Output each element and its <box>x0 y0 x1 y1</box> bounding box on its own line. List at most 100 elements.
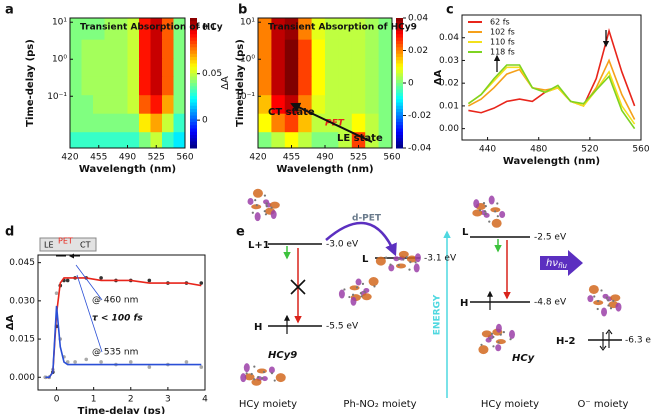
orbital-lobe <box>610 294 621 302</box>
heat-cell <box>162 39 174 59</box>
orbital-lobe <box>355 278 362 286</box>
panel-label: c <box>446 3 454 18</box>
colorbar-step <box>396 47 403 51</box>
atom <box>257 376 260 379</box>
heat-cell <box>93 131 105 149</box>
level-energy: -5.5 eV <box>326 322 359 332</box>
annotation: CT state <box>268 107 315 118</box>
x-tick-label: 455 <box>90 153 107 163</box>
orbital-lobe <box>601 307 608 317</box>
legend-label: 62 fs <box>490 18 510 27</box>
orbital-lobe <box>361 293 372 301</box>
x-tick-label: 560 <box>632 145 649 155</box>
heat-cell <box>338 131 353 149</box>
colorbar-step <box>190 144 197 149</box>
atom <box>250 372 253 376</box>
orbital-lobe <box>495 323 502 333</box>
colorbar-step <box>190 50 197 55</box>
heat-cell <box>127 57 140 77</box>
atom <box>499 333 502 336</box>
orbital-lobe <box>268 366 275 374</box>
orbital-lobe <box>495 344 502 352</box>
level-name: H-2 <box>556 336 576 347</box>
heat-cell <box>173 131 186 149</box>
heat-cell <box>93 57 105 77</box>
pet-arrow <box>325 221 397 257</box>
atom <box>270 372 274 375</box>
atom <box>373 285 376 288</box>
heat-cell <box>150 94 163 114</box>
annotation: @ 460 nm <box>92 296 138 306</box>
y-tick-label: 10¹ <box>52 18 67 28</box>
colorbar-step <box>396 135 403 139</box>
x-tick-label: 480 <box>530 145 547 155</box>
plot-frame <box>37 254 206 391</box>
series-line <box>45 305 202 379</box>
y-tick-label: 0.000 <box>9 373 35 383</box>
y-tick-label: 0.04 <box>439 33 459 43</box>
heat-cell <box>116 39 128 59</box>
orbital-lobe <box>478 345 489 355</box>
moiety: HCy moiety <box>481 399 539 410</box>
heat-cell <box>116 113 128 133</box>
heat-cell <box>365 18 379 40</box>
heat-cell <box>378 39 393 59</box>
colorbar-step <box>396 83 403 87</box>
emission-label: hνflu <box>546 258 567 270</box>
heat-cell <box>271 76 286 96</box>
heat-cell <box>325 131 339 149</box>
atom <box>360 295 363 298</box>
colorbar-tick-label: 0.05 <box>202 69 222 79</box>
heat-cell <box>173 113 186 133</box>
annotation: τ < 100 fs <box>92 314 143 324</box>
colorbar-step <box>396 34 403 38</box>
colorbar-step <box>190 128 197 133</box>
heat-cell <box>378 57 393 77</box>
heat-cell <box>150 18 163 40</box>
colorbar-step <box>190 47 197 51</box>
heat-cell <box>81 18 94 40</box>
colorbar-step <box>190 89 197 94</box>
heat-cell <box>284 131 299 149</box>
colorbar-step <box>190 57 197 61</box>
colorbar-step <box>396 50 403 55</box>
atom <box>397 257 401 260</box>
atom <box>492 335 495 339</box>
level-energy: -6.3 eV <box>625 336 651 346</box>
data-point <box>73 360 77 364</box>
orbital-lobe <box>254 212 261 222</box>
heat-cell <box>338 94 353 114</box>
colorbar-step <box>396 44 403 48</box>
heat-cell <box>284 18 299 40</box>
orbital-lobe <box>473 199 480 209</box>
annotation: @ 535 nm <box>92 348 138 358</box>
heat-cell <box>311 94 326 114</box>
colorbar-step <box>396 70 403 74</box>
data-point <box>184 360 189 364</box>
heat-cell <box>139 76 151 96</box>
heat-cell <box>378 113 393 133</box>
colorbar-step <box>396 66 403 71</box>
heat-cell <box>271 113 286 133</box>
heat-cell <box>116 131 128 149</box>
heat-cell <box>139 39 151 59</box>
heat-cell <box>70 131 82 149</box>
colorbar-step <box>396 79 403 84</box>
heat-cell <box>311 39 326 59</box>
heat-cell <box>284 113 299 133</box>
atom <box>612 299 615 302</box>
heat-cell <box>173 18 186 40</box>
heat-cell <box>351 18 366 40</box>
heat-cell <box>93 18 105 40</box>
atom <box>264 213 268 216</box>
heat-cell <box>162 131 174 149</box>
heat-cell <box>258 39 272 59</box>
inset-box <box>39 237 97 252</box>
y-tick-label: 0.015 <box>9 335 35 345</box>
orbital-lobe <box>490 207 501 213</box>
colorbar-step <box>396 37 403 42</box>
atom <box>496 215 499 218</box>
atom <box>265 205 268 208</box>
orbital-lobe <box>587 295 594 303</box>
